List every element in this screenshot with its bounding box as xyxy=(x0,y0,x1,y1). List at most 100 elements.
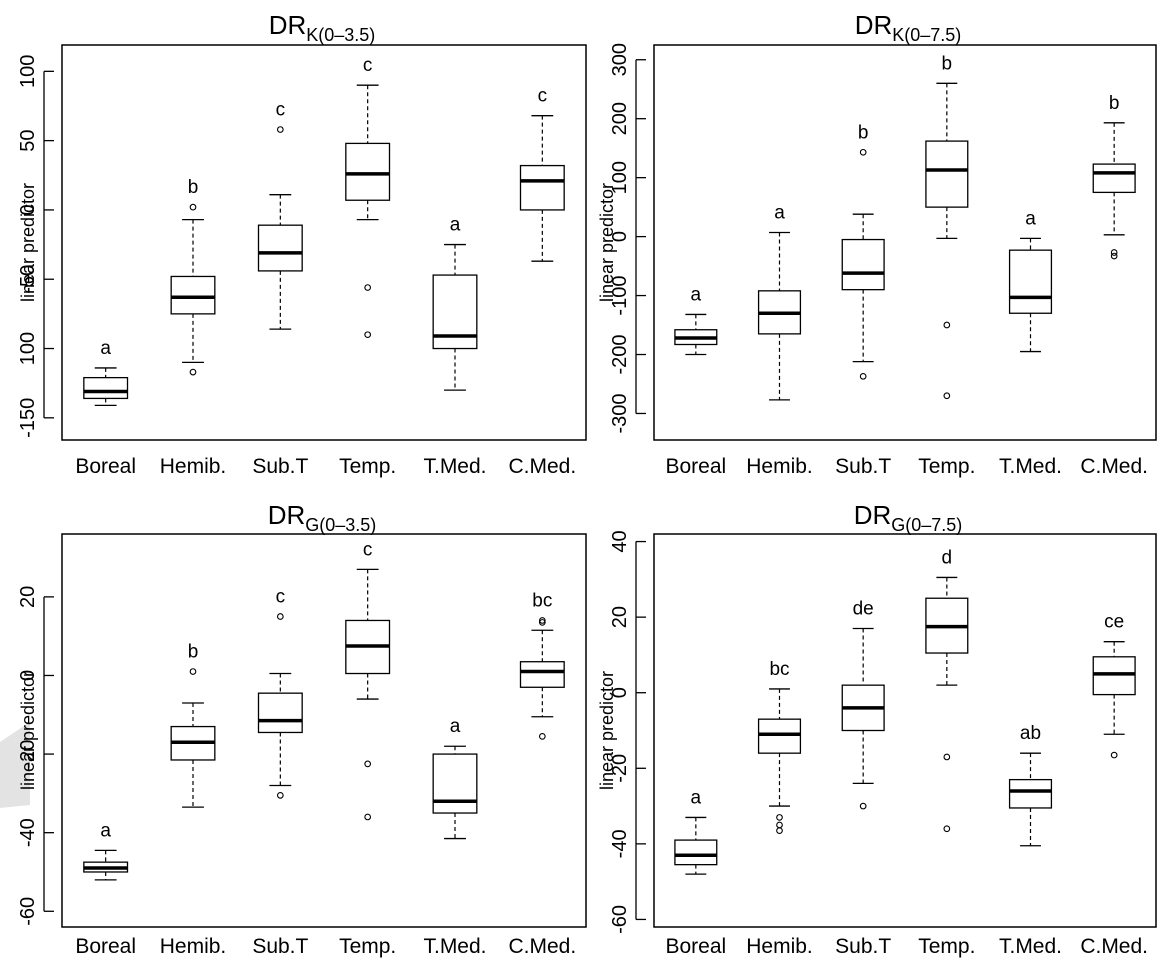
plot-frame xyxy=(61,533,587,928)
outlier-point xyxy=(943,321,951,329)
plot-frame xyxy=(61,44,587,441)
panel-title: DRG(0–7.5) xyxy=(854,500,963,535)
outlier-point xyxy=(276,613,284,620)
outlier-point xyxy=(364,760,372,768)
title-main: DR xyxy=(268,500,306,530)
outlier-point xyxy=(276,126,284,133)
box-T.Med.: a xyxy=(432,716,478,840)
y-tick-label: 100 xyxy=(609,161,631,194)
x-tick-label: Hemib. xyxy=(160,935,227,958)
iqr-box xyxy=(674,839,718,866)
outlier-point xyxy=(538,733,546,740)
panel-2: DRK(0–7.5) -300 -200 -100 0 100 200 300 linear p… xyxy=(597,10,1157,478)
y-tick-label: -40 xyxy=(17,818,39,847)
x-tick-label: T.Med. xyxy=(999,455,1062,478)
y-tick-label: 100 xyxy=(17,332,39,365)
iqr-box xyxy=(1092,163,1136,194)
iqr-box xyxy=(1092,656,1136,696)
plot-frame xyxy=(653,44,1157,441)
significance-letter: c xyxy=(363,539,373,560)
x-tick-label: C.Med. xyxy=(1080,455,1148,478)
x-tick-label: Sub.T xyxy=(252,455,308,478)
outlier-point xyxy=(1110,751,1118,759)
x-tick-label: Boreal xyxy=(75,455,136,478)
significance-letter: ce xyxy=(1104,612,1124,633)
box-C.Med.: b xyxy=(1092,93,1136,260)
x-tick-label: Boreal xyxy=(665,455,726,478)
y-tick-label: 0 xyxy=(17,670,39,681)
y-tick-label: 40 xyxy=(609,530,631,552)
iqr-box xyxy=(83,376,129,400)
title-main: DR xyxy=(854,500,892,530)
outlier-point xyxy=(276,791,284,799)
x-tick-label: Temp. xyxy=(918,455,975,478)
plot-frame xyxy=(653,533,1157,928)
box-Temp.: b xyxy=(925,53,969,400)
x-tick-label: C.Med. xyxy=(508,455,576,478)
box-Hemib.: b xyxy=(170,177,216,376)
significance-letter: b xyxy=(942,53,953,74)
panel-1: DRK(0–3.5) -150 100 -50 0 50 100 linear predict… xyxy=(17,10,587,478)
iqr-box xyxy=(925,140,969,208)
outlier-point xyxy=(943,825,951,833)
iqr-box xyxy=(257,224,303,272)
x-tick-label: T.Med. xyxy=(423,455,486,478)
iqr-box xyxy=(519,661,565,688)
panel-3: DRG(0–3.5) -60 -40 -20 0 20 linear predictor Bo… xyxy=(17,500,587,958)
outlier-point xyxy=(364,813,372,821)
y-tick-label: 100 xyxy=(17,55,39,88)
y-tick-label: 50 xyxy=(17,130,39,152)
x-tick-label: C.Med. xyxy=(508,935,576,958)
panel-4: DRG(0–7.5) -60 -40 -20 0 20 40 linear predictor… xyxy=(597,500,1157,958)
significance-letter: a xyxy=(100,820,111,841)
iqr-box xyxy=(1008,249,1053,314)
y-tick-label: 20 xyxy=(17,586,39,608)
outlier-point xyxy=(943,753,951,761)
y-tick-label: -50 xyxy=(17,265,39,294)
outlier-point xyxy=(859,802,867,810)
y-tick-label: -150 xyxy=(17,398,39,438)
box-Temp.: d xyxy=(925,547,969,833)
outlier-point xyxy=(776,827,783,834)
significance-letter: a xyxy=(450,215,461,236)
significance-letter: bc xyxy=(532,590,552,611)
iqr-box xyxy=(1008,778,1053,809)
y-axis-label: linear predictor xyxy=(18,183,38,302)
outlier-point xyxy=(189,668,197,675)
y-tick-label: -20 xyxy=(17,740,39,769)
x-tick-label: Boreal xyxy=(665,935,726,958)
x-tick-label: Sub.T xyxy=(835,935,891,958)
y-tick-label: -300 xyxy=(609,393,631,433)
outlier-point xyxy=(859,372,867,380)
box-C.Med.: bc xyxy=(519,590,565,740)
outlier-point xyxy=(776,814,783,821)
y-tick-label: 200 xyxy=(609,102,631,135)
panel-title: DRK(0–7.5) xyxy=(855,10,962,45)
outlier-point xyxy=(1110,252,1118,260)
iqr-box xyxy=(170,275,216,315)
y-tick-label: -100 xyxy=(609,276,631,316)
iqr-box xyxy=(757,718,802,754)
iqr-box xyxy=(345,142,391,201)
box-Boreal: a xyxy=(83,820,129,881)
panel-title: DRG(0–3.5) xyxy=(268,500,377,535)
significance-letter: bc xyxy=(769,659,789,680)
box-Temp.: c xyxy=(345,55,391,339)
x-tick-label: Temp. xyxy=(339,455,396,478)
box-Sub.T: c xyxy=(257,100,303,330)
y-tick-label: -200 xyxy=(609,334,631,374)
box-T.Med.: ab xyxy=(1008,723,1053,847)
y-axis-label: linear predictor xyxy=(597,671,617,790)
x-tick-label: Temp. xyxy=(918,935,975,958)
x-tick-label: Sub.T xyxy=(835,455,891,478)
outlier-point xyxy=(943,392,951,400)
significance-letter: a xyxy=(1025,208,1036,229)
y-tick-label: -60 xyxy=(609,905,631,934)
gray-side-shape xyxy=(0,722,30,808)
iqr-box xyxy=(841,238,885,291)
x-tick-label: Boreal xyxy=(75,935,136,958)
title-subscript: K(0–3.5) xyxy=(306,25,375,45)
outlier-point xyxy=(189,368,197,376)
y-tick-label: 0 xyxy=(609,231,631,242)
